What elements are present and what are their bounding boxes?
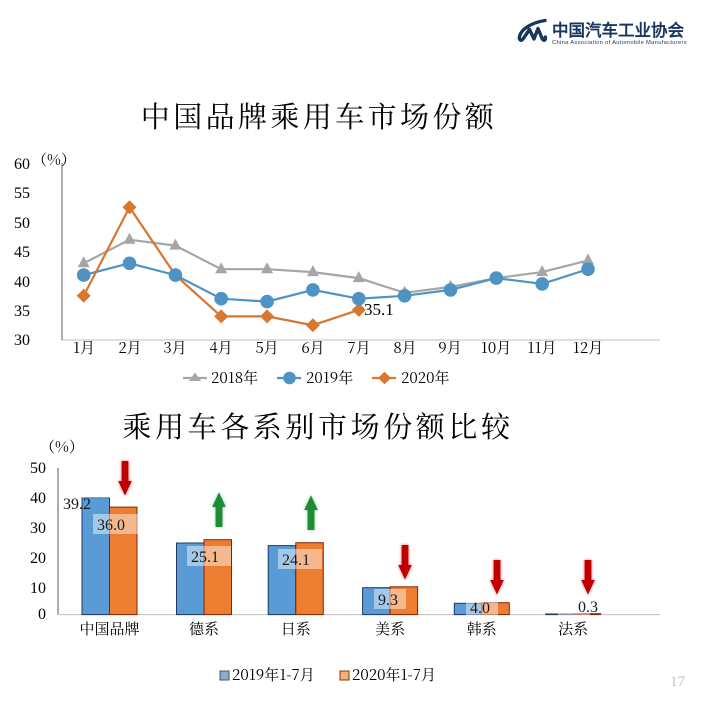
svg-text:0: 0 (38, 606, 46, 623)
svg-text:24.1: 24.1 (282, 552, 310, 569)
svg-text:美系: 美系 (375, 618, 405, 639)
svg-text:2019年1-7月: 2019年1-7月 (232, 664, 315, 685)
svg-text:20: 20 (30, 550, 46, 567)
svg-text:9.3: 9.3 (378, 592, 398, 609)
svg-text:中国品牌: 中国品牌 (79, 618, 139, 639)
svg-text:10: 10 (30, 580, 46, 597)
svg-text:40: 40 (30, 490, 46, 507)
svg-text:30: 30 (30, 520, 46, 537)
svg-text:韩系: 韩系 (467, 618, 497, 639)
svg-text:25.1: 25.1 (191, 549, 219, 566)
svg-text:2020年1-7月: 2020年1-7月 (352, 664, 436, 685)
svg-text:50: 50 (30, 460, 46, 477)
svg-text:0.3: 0.3 (578, 599, 598, 616)
svg-text:日系: 日系 (281, 618, 311, 639)
svg-text:36.0: 36.0 (97, 517, 125, 534)
svg-text:（%）: （%） (40, 436, 84, 457)
svg-text:4.0: 4.0 (470, 600, 490, 617)
svg-text:法系: 法系 (558, 618, 588, 639)
svg-text:德系: 德系 (189, 618, 219, 639)
svg-text:39.2: 39.2 (63, 496, 91, 513)
